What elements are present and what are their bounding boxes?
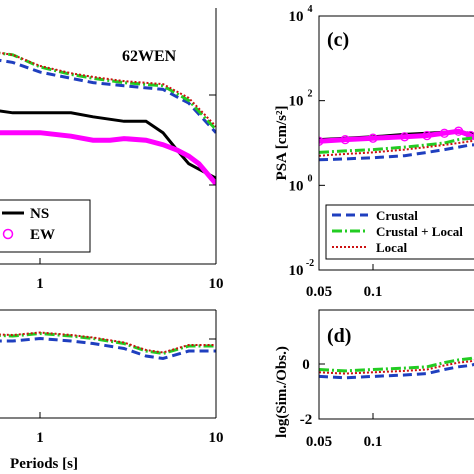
panel-c-plot (319, 126, 474, 162)
panel-c-ytick-label: 10 (289, 9, 304, 25)
panel-c-ew-marker (399, 132, 410, 142)
panel-c-ew-marker (422, 130, 432, 141)
left-bottom-crustal-line (0, 336, 216, 361)
left-top-ew-line (0, 130, 216, 186)
legend-ew-label: EW (30, 227, 55, 243)
left-top-crustal-local-line (0, 51, 216, 131)
panel-d-crustal-line (319, 362, 474, 380)
panel-c-ytick-label: 10 (289, 178, 304, 194)
legend-ew-swatch (2, 228, 14, 240)
panel-c-ylabel: PSA [cm/s²] (274, 106, 290, 181)
left-top-xtick-label: 10 (209, 276, 224, 292)
left-bottom-xtick-label: 1 (36, 430, 44, 446)
station-label: 62WEN (122, 48, 177, 65)
panel-d-plot (319, 356, 474, 380)
panel-c-crustal-line (319, 143, 474, 162)
left-top-legend (0, 199, 91, 253)
panel-c-frame (318, 15, 474, 271)
legend-local-label: Local (376, 240, 407, 255)
panel-c-ew-marker (453, 126, 464, 136)
panel-c-ew-marker (340, 134, 350, 145)
panel-c-ytick-exp: 4 (308, 4, 313, 15)
panel-c-ytick-exp: 0 (308, 173, 313, 184)
panel-c-ytick-label: 10 (289, 94, 304, 110)
panel-c-xtick-label: 0.1 (364, 284, 383, 300)
panel-c-local-line (319, 139, 474, 157)
panel-c-letter: (c) (327, 29, 349, 51)
panel-c-ytick-exp: -2 (306, 258, 314, 269)
panel-c-ew-marker (368, 133, 378, 143)
legend-crustal-label: Crustal (376, 208, 418, 223)
panel-c-ew-marker (439, 128, 450, 138)
panel-c-crustal-local-line (319, 136, 474, 154)
panel-c-ytick-label: 10 (289, 263, 304, 279)
panel-d-xtick-label: 0.05 (306, 434, 332, 450)
panel-c-xtick-label: 0.05 (306, 284, 332, 300)
left-bottom-xtick-label: 10 (209, 430, 224, 446)
panel-d-xtick-label: 0.1 (364, 434, 383, 450)
left-top-crustal-line (0, 58, 216, 134)
panel-d-crustal-local-line (319, 356, 474, 373)
legend-crustal-local-label: Crustal + Local (376, 224, 463, 239)
panel-d-ytick-label: 0 (302, 357, 310, 373)
left-top-plot (0, 51, 216, 186)
left-bottom-local-line (0, 331, 216, 354)
left-bottom-plot (0, 331, 216, 361)
panel-c-ytick-exp: 2 (308, 89, 313, 100)
legend-ns-label: NS (30, 206, 49, 222)
panel-d-ylabel: log(Sim./Obs.) (274, 346, 290, 438)
left-bottom-crustal-local-line (0, 331, 216, 356)
panel-c-ew-marker (319, 136, 324, 146)
panel-d-local-line (319, 359, 474, 375)
panel-d-ytick-label: -2 (300, 412, 313, 428)
panel-d-letter: (d) (327, 325, 351, 347)
left-bottom-xlabel: Periods [s] (10, 456, 78, 472)
left-top-xtick-label: 1 (36, 276, 44, 292)
